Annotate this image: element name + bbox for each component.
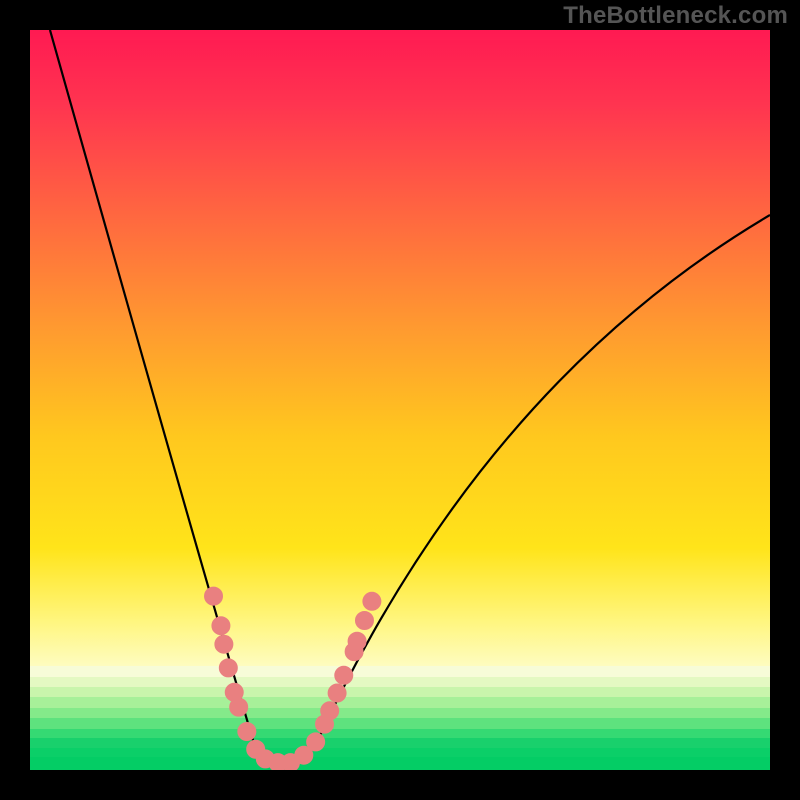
bottleneck-curve [50, 30, 770, 758]
watermark-text: TheBottleneck.com [563, 2, 788, 30]
data-marker [348, 632, 366, 650]
data-marker [238, 723, 256, 741]
data-marker [335, 666, 353, 684]
data-marker [219, 659, 237, 677]
data-marker [328, 684, 346, 702]
plot-area [30, 30, 770, 770]
frame-border: TheBottleneck.com [0, 0, 800, 800]
data-marker [307, 733, 325, 751]
data-marker [363, 592, 381, 610]
data-marker [212, 617, 230, 635]
data-marker [215, 635, 233, 653]
data-marker [205, 587, 223, 605]
data-marker [355, 612, 373, 630]
data-marker [230, 698, 248, 716]
chart-svg [30, 30, 770, 770]
data-marker [321, 702, 339, 720]
